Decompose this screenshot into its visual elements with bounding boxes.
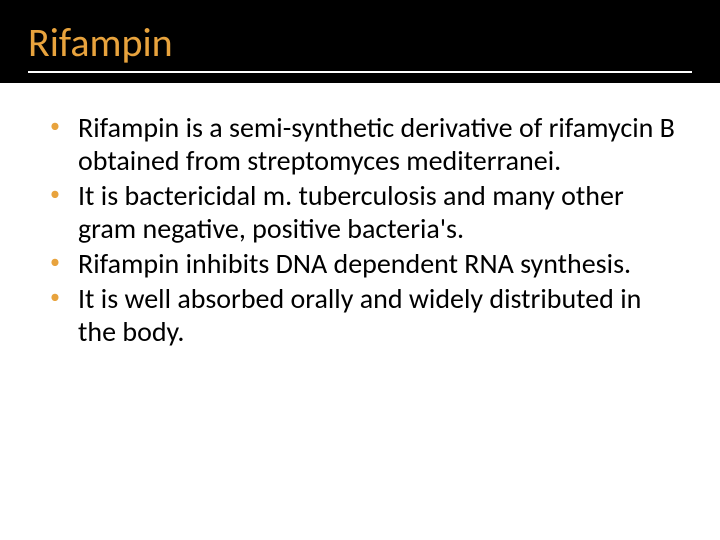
bullet-list: Rifampin is a semi-synthetic derivative … (50, 111, 680, 348)
slide-header: Rifampin (0, 0, 720, 83)
list-item: Rifampin is a semi-synthetic derivative … (50, 111, 680, 177)
slide-content: Rifampin is a semi-synthetic derivative … (0, 83, 720, 348)
slide: Rifampin Rifampin is a semi-synthetic de… (0, 0, 720, 540)
list-item: It is bactericidal m. tuberculosis and m… (50, 179, 680, 245)
header-rule (28, 71, 692, 73)
list-item: Rifampin inhibits DNA dependent RNA synt… (50, 247, 680, 280)
list-item: It is well absorbed orally and widely di… (50, 282, 680, 348)
slide-title: Rifampin (28, 18, 692, 67)
